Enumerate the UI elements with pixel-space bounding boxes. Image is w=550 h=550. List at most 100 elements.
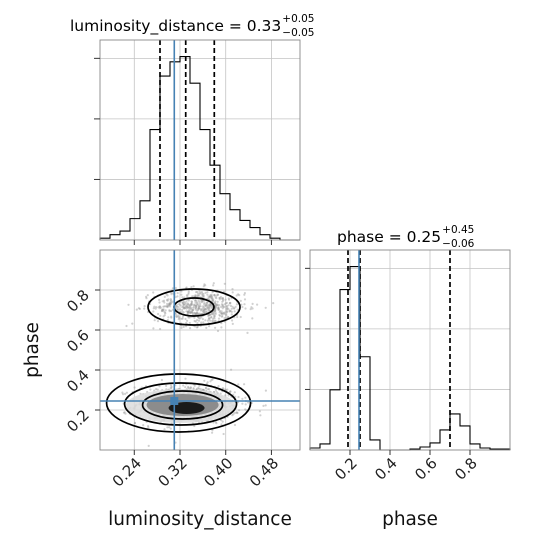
sample-point (204, 284, 207, 287)
sample-point (177, 303, 181, 306)
sample-point (208, 325, 211, 328)
sample-point (209, 304, 212, 307)
sample-point (165, 298, 169, 302)
sample-point (184, 317, 187, 321)
sample-point (188, 303, 191, 306)
sample-point (157, 306, 160, 309)
sample-point (202, 308, 206, 311)
sample-point (195, 313, 198, 316)
sample-point (201, 307, 204, 310)
sample-point (187, 291, 190, 294)
sample-point (198, 384, 201, 387)
sample-point (214, 306, 217, 310)
sample-point (210, 316, 213, 319)
sample-point (169, 384, 173, 387)
sample-point (264, 389, 267, 392)
sample-point (223, 282, 226, 285)
sample-point (186, 304, 189, 307)
sample-point (215, 304, 218, 307)
sample-point (206, 381, 209, 384)
sample-point (200, 316, 203, 319)
sample-point (176, 314, 180, 317)
sample-point (162, 310, 165, 313)
sample-point (175, 305, 178, 308)
sample-point (187, 290, 190, 293)
sample-point (185, 300, 188, 303)
sample-point (243, 383, 246, 386)
sample-point (188, 316, 191, 319)
sample-point (209, 380, 212, 383)
sample-point (202, 292, 205, 296)
y-tick-label: 0.4 (63, 366, 93, 396)
sample-point (168, 426, 171, 429)
sample-point (192, 387, 195, 390)
sample-point (163, 305, 166, 308)
sample-point (193, 384, 196, 387)
sample-point (237, 383, 240, 386)
sample-point (199, 302, 202, 306)
sample-point (230, 310, 233, 313)
sample-point (212, 313, 215, 316)
sample-point (199, 305, 202, 308)
histogram-step-phase (309, 265, 511, 451)
x-axis-label-luminosity-distance: luminosity_distance (108, 509, 292, 530)
sample-point (224, 388, 227, 391)
sample-point (214, 388, 217, 391)
sample-point (240, 303, 243, 306)
x-tick-label: 0.6 (411, 454, 441, 484)
sample-point (175, 304, 178, 308)
sample-point (272, 302, 275, 305)
sample-point (234, 305, 237, 308)
sample-point (225, 308, 228, 311)
sample-point (244, 408, 247, 411)
sample-point (211, 312, 214, 315)
sample-point (205, 307, 208, 310)
sample-point (212, 284, 215, 287)
sample-point (166, 426, 169, 429)
sample-point (214, 305, 217, 309)
sample-point (159, 314, 162, 317)
sample-point (196, 302, 199, 305)
sample-point (182, 303, 185, 306)
sample-point (231, 319, 234, 322)
sample-point (239, 315, 242, 319)
sample-point (225, 314, 228, 317)
sample-point (197, 303, 200, 306)
sample-point (218, 298, 221, 301)
sample-point (183, 306, 186, 310)
sample-point (215, 297, 218, 300)
sample-point (195, 299, 198, 302)
sample-point (158, 305, 162, 308)
sample-point (203, 311, 206, 314)
contour-line (147, 288, 241, 326)
sample-point (194, 298, 197, 302)
sample-point (211, 300, 215, 303)
sample-point (243, 292, 246, 295)
sample-point (147, 444, 150, 447)
sample-point (216, 293, 219, 296)
sample-point (198, 312, 201, 315)
sample-point (166, 305, 169, 309)
sample-point (196, 290, 199, 294)
sample-point (168, 309, 171, 312)
sample-point (170, 315, 173, 318)
sample-point (153, 305, 156, 308)
sample-point (203, 309, 206, 312)
sample-point (177, 315, 180, 318)
sample-point (195, 326, 199, 329)
title-luminosity-distance-lower-error: −0.05 (282, 27, 314, 39)
sample-point (213, 293, 216, 297)
sample-point (205, 303, 208, 306)
sample-point (186, 311, 190, 314)
sample-point (192, 305, 195, 308)
sample-point (187, 311, 190, 314)
sample-point (205, 382, 208, 385)
sample-point (177, 305, 180, 309)
sample-point (256, 303, 259, 306)
sample-point (188, 306, 191, 309)
sample-point (204, 291, 207, 294)
sample-point (189, 311, 192, 314)
sample-point (219, 312, 223, 315)
sample-point (213, 294, 216, 297)
sample-point (191, 295, 194, 298)
